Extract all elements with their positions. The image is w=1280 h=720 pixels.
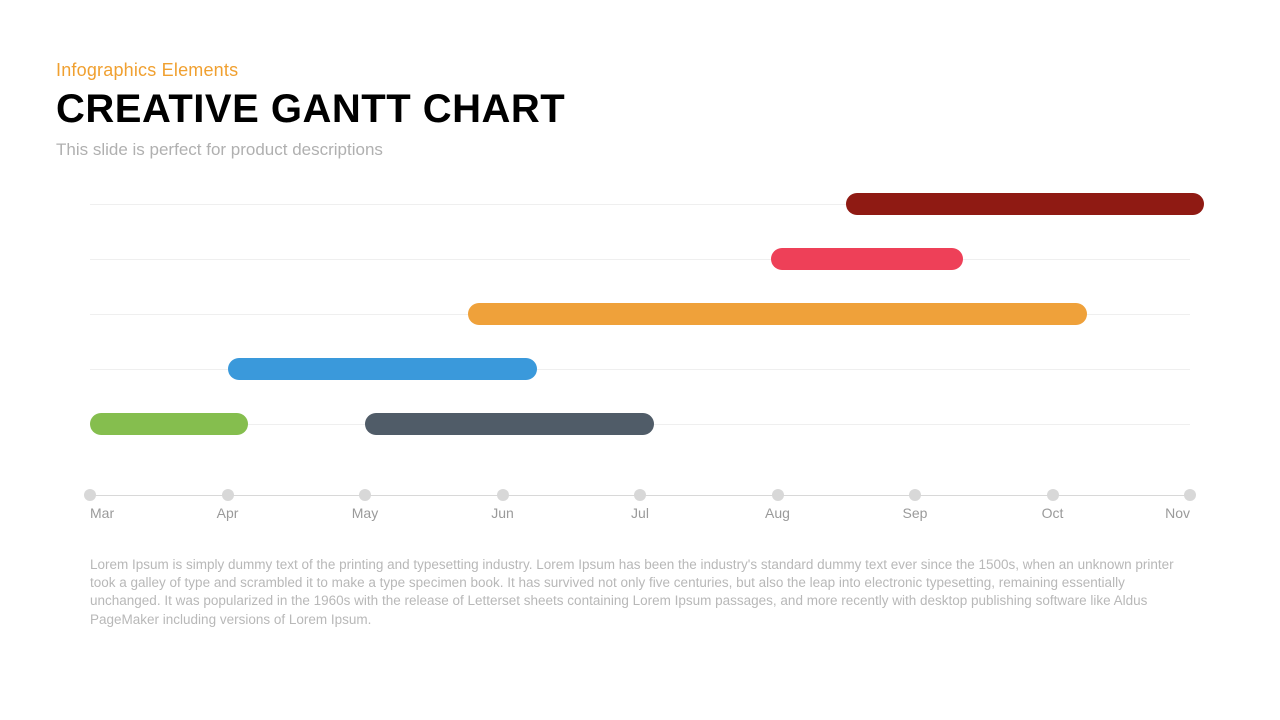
body-paragraph: Lorem Ipsum is simply dummy text of the …	[90, 556, 1190, 629]
axis-tick-label: Nov	[1165, 505, 1190, 521]
axis-tick-label: Mar	[90, 505, 114, 521]
axis-tick-label: May	[352, 505, 378, 521]
axis-tick	[359, 489, 371, 501]
axis-tick	[772, 489, 784, 501]
axis-tick	[497, 489, 509, 501]
axis-tick-label: Apr	[217, 505, 239, 521]
gantt-bar	[365, 413, 654, 435]
slide-subtitle: This slide is perfect for product descri…	[56, 140, 1224, 160]
slide-title: CREATIVE GANTT CHART	[56, 87, 1224, 132]
axis-tick	[1047, 489, 1059, 501]
axis-tick-label: Jun	[491, 505, 514, 521]
axis-tick	[1184, 489, 1196, 501]
axis-tick	[222, 489, 234, 501]
axis-tick	[84, 489, 96, 501]
axis-tick-label: Aug	[765, 505, 790, 521]
gantt-bar	[468, 303, 1087, 325]
gantt-bar	[228, 358, 537, 380]
axis-tick	[909, 489, 921, 501]
gantt-chart: Mar Apr May Jun Jul Aug Sep Oct Nov	[90, 200, 1190, 520]
gantt-bar	[846, 193, 1204, 215]
axis-tick-label: Oct	[1042, 505, 1064, 521]
gantt-bar	[771, 248, 964, 270]
chart-gridline	[90, 259, 1190, 260]
slide: Infographics Elements CREATIVE GANTT CHA…	[0, 0, 1280, 720]
gantt-bar	[90, 413, 248, 435]
axis-tick-label: Jul	[631, 505, 649, 521]
axis-tick-label: Sep	[903, 505, 928, 521]
eyebrow: Infographics Elements	[56, 60, 1224, 81]
axis-tick	[634, 489, 646, 501]
